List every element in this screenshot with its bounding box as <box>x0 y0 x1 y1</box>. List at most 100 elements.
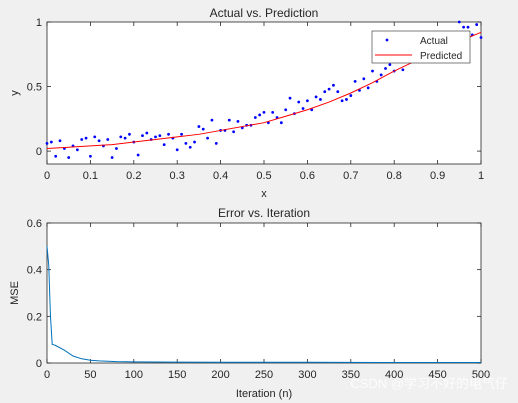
actual-point <box>128 132 131 136</box>
top-x-tick-label: 0 <box>44 170 50 182</box>
actual-point <box>284 108 288 112</box>
actual-point <box>210 118 214 122</box>
actual-point <box>201 127 205 131</box>
bottom-x-tick-label: 250 <box>255 369 273 381</box>
top-x-tick-label: 0.9 <box>430 170 445 182</box>
mse-line <box>46 246 481 364</box>
actual-point <box>327 87 331 91</box>
bottom-x-tick-label: 300 <box>298 369 316 381</box>
actual-point <box>371 69 374 73</box>
bottom-axes: Error vs. Iteration Iteration (n) MSE 0 5… <box>9 206 490 400</box>
legend-box <box>371 30 471 64</box>
bottom-x-tick-label: 500 <box>472 369 490 381</box>
top-x-tick-label: 0.6 <box>300 170 315 182</box>
actual-point <box>49 140 53 144</box>
actual-point <box>466 25 470 29</box>
actual-point <box>475 23 479 26</box>
bottom-ticks: 0 50 100 150 200 250 300 350 400 450 500 0 0.2 0.4 0.6 <box>27 218 490 381</box>
actual-point <box>258 113 262 117</box>
actual-point <box>180 132 183 136</box>
actual-point <box>167 132 170 136</box>
actual-point <box>197 125 201 128</box>
actual-point <box>462 25 466 29</box>
actual-point <box>319 98 322 101</box>
bottom-x-tick-label: 200 <box>211 369 229 381</box>
top-x-axis-label: x <box>261 188 267 200</box>
actual-point <box>457 20 461 24</box>
actual-point <box>106 138 110 141</box>
bottom-y-tick-label: 0 <box>36 358 42 370</box>
actual-point <box>54 154 58 158</box>
bottom-plot-area <box>46 222 482 364</box>
actual-point <box>188 145 192 149</box>
bottom-x-tick-label: 0 <box>44 369 50 381</box>
top-axes: Actual vs. Prediction x y 0 0.1 0.2 0.3 0.4 0… <box>9 6 484 200</box>
bottom-x-tick-label: 150 <box>168 369 186 381</box>
actual-point <box>297 100 301 104</box>
actual-point <box>75 148 79 152</box>
top-x-tick-label: 0.5 <box>256 170 271 182</box>
actual-point <box>253 116 257 119</box>
actual-point <box>158 134 162 138</box>
predicted-line <box>46 31 482 150</box>
actual-point <box>310 108 314 112</box>
actual-point <box>271 110 275 114</box>
actual-point <box>58 139 62 143</box>
bottom-x-axis-label: Iteration (n) <box>236 388 292 400</box>
top-x-tick-label: 0.8 <box>387 170 402 182</box>
actual-point <box>136 153 140 157</box>
top-ticks: 0 0.1 0.2 0.3 0.4 0.5 0.6 0.7 0.8 0.9 1 0 0.5 1 <box>27 17 484 182</box>
top-y-tick-label: 0 <box>36 146 42 158</box>
actual-point <box>279 121 283 125</box>
top-x-tick-label: 0.1 <box>83 170 98 182</box>
actual-point <box>45 141 49 145</box>
bottom-x-tick-label: 50 <box>84 369 96 381</box>
bottom-y-tick-label: 0.6 <box>27 218 42 230</box>
actual-point <box>345 98 348 101</box>
actual-point <box>288 96 292 100</box>
legend-actual-label: Actual <box>420 36 448 47</box>
bottom-x-tick-label: 400 <box>385 369 403 381</box>
bottom-y-axis-label: MSE <box>9 281 21 305</box>
actual-point <box>115 147 118 150</box>
bottom-y-tick-label: 0.4 <box>27 265 42 277</box>
actual-point <box>306 99 309 103</box>
actual-point <box>162 143 166 147</box>
actual-point <box>362 77 366 81</box>
actual-point <box>388 63 392 66</box>
actual-point <box>110 156 114 159</box>
actual-point <box>384 67 387 70</box>
actual-point <box>119 135 123 139</box>
actual-point <box>336 90 340 94</box>
actual-point <box>93 135 97 139</box>
actual-point <box>89 154 92 158</box>
actual-point <box>301 107 305 110</box>
bottom-x-tick-label: 100 <box>125 369 143 381</box>
actual-point <box>349 94 353 97</box>
actual-point <box>479 36 483 39</box>
actual-point <box>323 90 327 94</box>
actual-point <box>141 134 144 138</box>
top-x-tick-label: 0.7 <box>343 170 358 182</box>
legend: Actual Predicted <box>371 30 471 64</box>
bottom-marks <box>46 246 481 364</box>
legend-actual-marker <box>385 38 389 42</box>
bottom-x-tick-label: 450 <box>428 369 446 381</box>
actual-point <box>206 136 209 140</box>
bottom-y-tick-label: 0.2 <box>27 311 42 323</box>
top-x-tick-label: 0.4 <box>213 170 228 182</box>
actual-point <box>366 86 370 90</box>
bottom-chart-title: Error vs. Iteration <box>218 206 310 220</box>
watermark: CSDN @学习不好的电气仔 <box>350 376 508 391</box>
top-y-tick-label: 1 <box>36 17 42 29</box>
top-x-tick-label: 0.2 <box>126 170 141 182</box>
top-y-tick-label: 0.5 <box>27 82 42 94</box>
actual-point <box>236 120 240 123</box>
top-y-axis-label: y <box>9 90 21 96</box>
actual-point <box>401 68 405 72</box>
actual-point <box>184 141 188 145</box>
actual-point <box>262 110 266 114</box>
top-x-tick-label: 0.3 <box>170 170 185 182</box>
actual-point <box>379 73 383 77</box>
